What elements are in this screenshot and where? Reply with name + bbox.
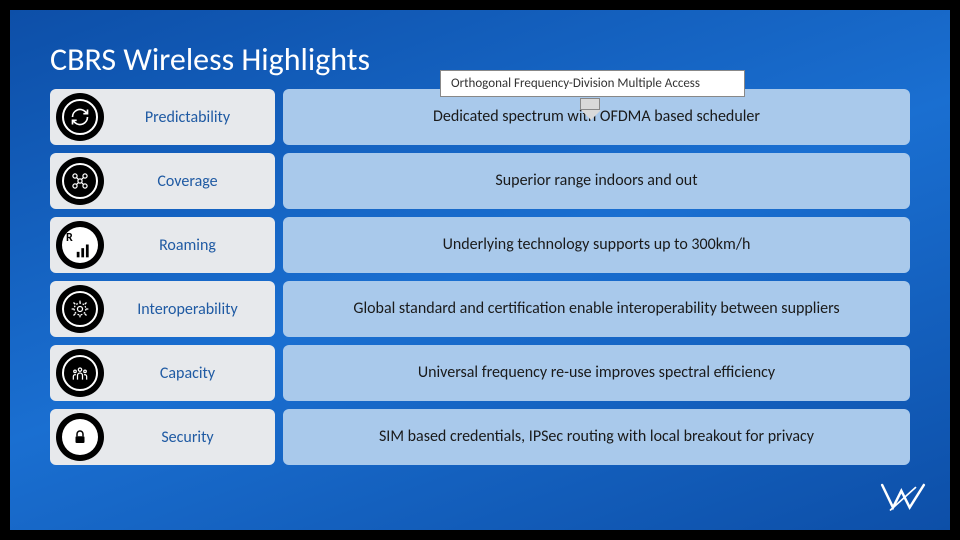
row-roaming: R Roaming Underlying technology supports… xyxy=(50,217,910,273)
logo-icon xyxy=(878,480,928,515)
people-icon xyxy=(56,349,104,397)
label-cell: Predictability xyxy=(50,89,275,145)
refresh-icon xyxy=(56,93,104,141)
desc-cell: Global standard and certification enable… xyxy=(283,281,910,337)
label-text: Roaming xyxy=(110,236,275,255)
lock-icon xyxy=(56,413,104,461)
row-coverage: Coverage Superior range indoors and out xyxy=(50,153,910,209)
row-capacity: Capacity Universal frequency re-use impr… xyxy=(50,345,910,401)
roaming-icon: R xyxy=(56,221,104,269)
desc-cell: Superior range indoors and out xyxy=(283,153,910,209)
label-cell: Security xyxy=(50,409,275,465)
label-cell: R Roaming xyxy=(50,217,275,273)
desc-cell: SIM based credentials, IPSec routing wit… xyxy=(283,409,910,465)
label-cell: Coverage xyxy=(50,153,275,209)
label-text: Security xyxy=(110,428,275,447)
callout-arrow xyxy=(580,98,600,110)
desc-cell: Universal frequency re-use improves spec… xyxy=(283,345,910,401)
label-cell: Capacity xyxy=(50,345,275,401)
row-predictability: Predictability Dedicated spectrum with O… xyxy=(50,89,910,145)
label-cell: Interoperability xyxy=(50,281,275,337)
label-text: Capacity xyxy=(110,364,275,383)
label-text: Coverage xyxy=(110,172,275,191)
label-text: Predictability xyxy=(110,108,275,127)
row-security: Security SIM based credentials, IPSec ro… xyxy=(50,409,910,465)
gear-icon xyxy=(56,285,104,333)
row-interoperability: Interoperability Global standard and cer… xyxy=(50,281,910,337)
rows-container: Predictability Dedicated spectrum with O… xyxy=(50,89,910,465)
network-icon xyxy=(56,157,104,205)
callout-box: Orthogonal Frequency-Division Multiple A… xyxy=(440,70,745,97)
label-text: Interoperability xyxy=(110,300,275,319)
slide: CBRS Wireless Highlights Orthogonal Freq… xyxy=(10,10,950,530)
callout-text: Orthogonal Frequency-Division Multiple A… xyxy=(451,76,700,91)
desc-cell: Underlying technology supports up to 300… xyxy=(283,217,910,273)
